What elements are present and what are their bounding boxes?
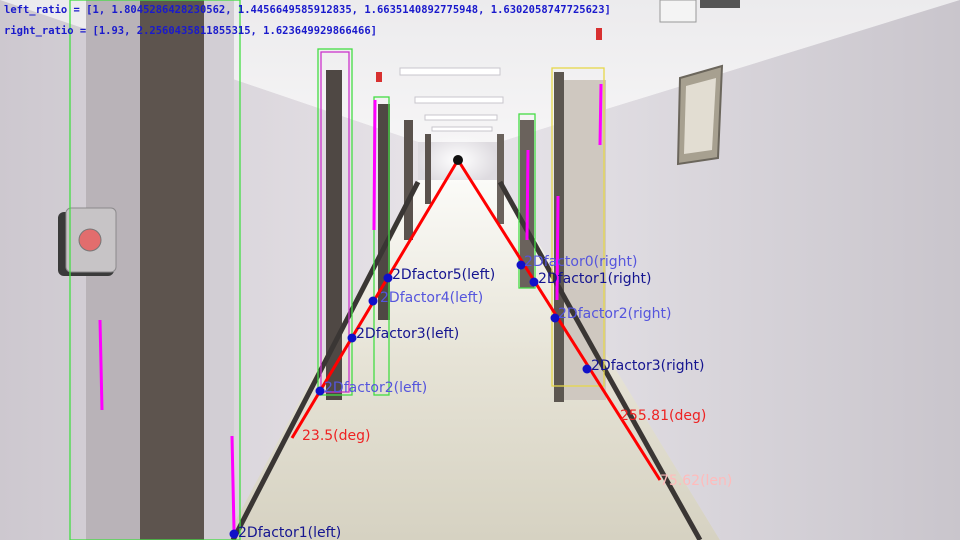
edge-strokes <box>98 83 603 531</box>
detection-box-magenta <box>320 51 350 393</box>
left-door-3 <box>378 104 390 320</box>
right-wall <box>500 0 960 540</box>
ceiling-lights <box>399 67 504 132</box>
exit-sign <box>596 28 602 40</box>
label-left-factor1: 2Dfactor1(left) <box>238 525 341 540</box>
marker-right-factor1 <box>529 277 539 287</box>
detection-box-green <box>69 0 241 540</box>
marker-left-factor4 <box>368 296 378 306</box>
left-wall-near <box>204 0 234 540</box>
right-ratio-readout: right_ratio = [1.93, 2.2560435811855315,… <box>4 25 377 37</box>
left-door-2 <box>326 70 342 400</box>
label-right-factor0: 2Dfactor0(right) <box>524 254 637 270</box>
left-door-4 <box>404 120 413 240</box>
exit-sign <box>376 72 382 82</box>
right-door-1 <box>560 80 606 400</box>
notice-board <box>676 64 724 166</box>
label-left-factor5: 2Dfactor5(left) <box>392 267 495 283</box>
left-door-5 <box>425 134 431 204</box>
left-ratio-readout: left_ratio = [1, 1.8045286428230562, 1.4… <box>4 4 611 16</box>
label-right-factor3: 2Dfactor3(right) <box>591 358 704 374</box>
marker-right-factor3 <box>582 364 592 374</box>
floor <box>225 180 720 540</box>
left-door-jamb <box>140 0 210 540</box>
marker-left-factor1 <box>229 529 239 539</box>
label-right-factor2: 2Dfactor2(right) <box>558 306 671 322</box>
marker-left-factor2 <box>315 386 325 396</box>
marker-left-factor5 <box>383 273 393 283</box>
detection-box-green <box>373 96 390 396</box>
wall-switch <box>58 207 117 276</box>
vanishing-point <box>453 155 463 165</box>
label-length: 75.62(len) <box>660 473 732 489</box>
ceiling-fixture <box>700 0 740 8</box>
right-door-3 <box>497 134 504 224</box>
label-right-factor1: 2Dfactor1(right) <box>538 271 651 287</box>
detection-box-yellow <box>551 67 605 387</box>
ceiling-speaker <box>659 0 697 23</box>
label-left-factor3: 2Dfactor3(left) <box>356 326 459 342</box>
marker-left-factor3 <box>347 333 357 343</box>
detection-box-green <box>518 113 536 289</box>
label-right-angle: 255.81(deg) <box>620 408 706 424</box>
label-left-angle: 23.5(deg) <box>302 428 370 444</box>
marker-right-factor0 <box>516 260 526 270</box>
label-left-factor4: 2Dfactor4(left) <box>380 290 483 306</box>
detection-box-green <box>317 48 353 396</box>
label-left-factor2: 2Dfactor2(left) <box>324 380 427 396</box>
left-baseboard <box>230 180 421 540</box>
right-baseboard <box>497 180 703 540</box>
marker-right-factor2 <box>550 313 560 323</box>
